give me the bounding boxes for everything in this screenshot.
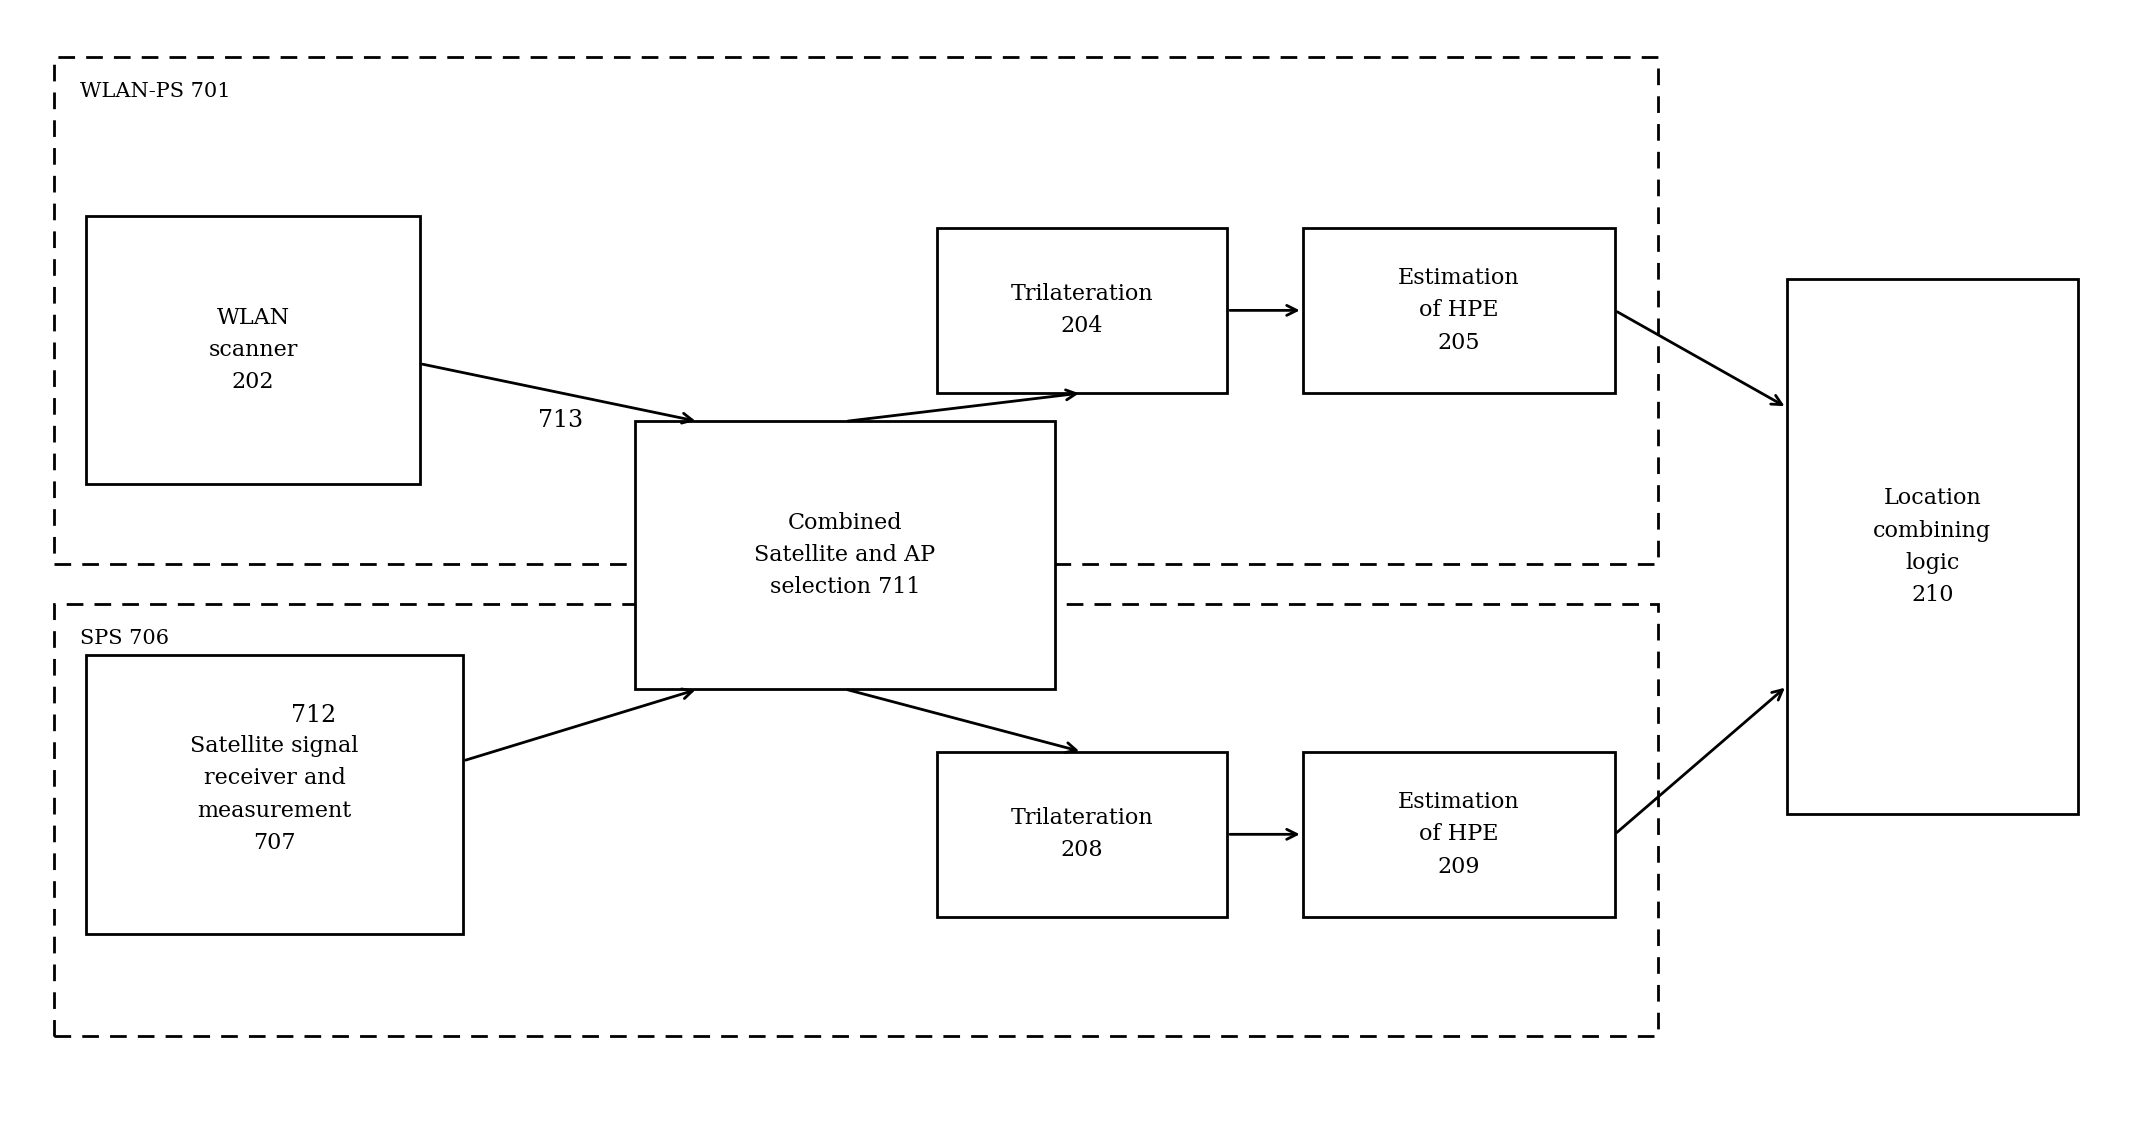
Bar — [54, 604, 1658, 1036]
Text: Estimation
of HPE
205: Estimation of HPE 205 — [1397, 268, 1520, 353]
Bar — [86, 655, 463, 934]
Text: Location
combining
logic
210: Location combining logic 210 — [1873, 487, 1992, 606]
Bar — [54, 57, 1658, 564]
Text: Trilateration
208: Trilateration 208 — [1010, 808, 1154, 861]
Text: Combined
Satellite and AP
selection 711: Combined Satellite and AP selection 711 — [754, 513, 937, 598]
Text: Satellite signal
receiver and
measurement
707: Satellite signal receiver and measuremen… — [189, 735, 360, 854]
Bar — [1303, 228, 1615, 393]
Text: WLAN-PS 701: WLAN-PS 701 — [80, 82, 230, 101]
Bar — [937, 752, 1227, 917]
Bar — [86, 216, 420, 484]
Bar — [1303, 752, 1615, 917]
Bar — [635, 421, 1055, 689]
Text: 713: 713 — [538, 409, 583, 432]
Text: Trilateration
204: Trilateration 204 — [1010, 284, 1154, 337]
Text: Estimation
of HPE
209: Estimation of HPE 209 — [1397, 792, 1520, 877]
Text: 712: 712 — [291, 704, 336, 727]
Text: SPS 706: SPS 706 — [80, 629, 168, 648]
Bar — [937, 228, 1227, 393]
Text: WLAN
scanner
202: WLAN scanner 202 — [209, 308, 297, 393]
Bar — [1787, 279, 2078, 814]
